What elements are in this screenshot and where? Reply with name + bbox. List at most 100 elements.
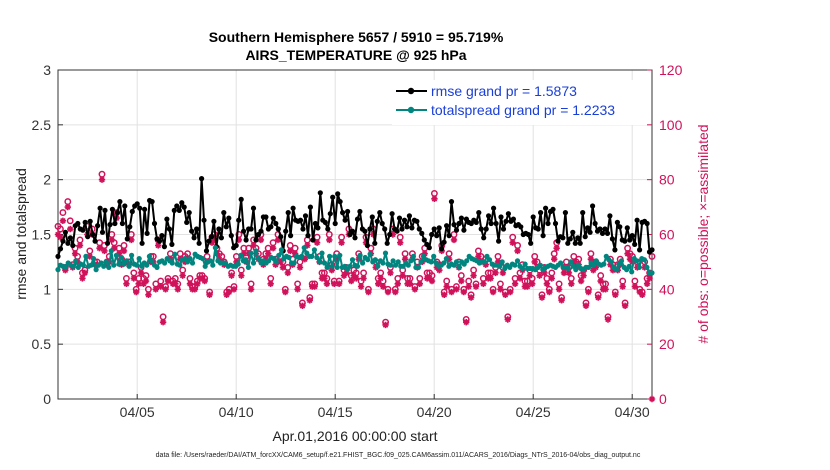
series-0-point — [530, 214, 536, 220]
series-0-point — [87, 218, 93, 224]
y-right-tick-label: 40 — [659, 281, 675, 297]
obs-possible-point — [338, 233, 346, 241]
obs-assimilated-point — [475, 253, 482, 260]
obs-possible-point — [66, 217, 74, 225]
series-0-point — [570, 229, 576, 235]
obs-assimilated-point — [436, 266, 443, 274]
series-0-point — [545, 220, 551, 227]
y-axis-left-label: rmse and totalspread — [13, 168, 29, 300]
obs-possible-point — [98, 170, 106, 178]
series-1-point — [365, 257, 371, 263]
obs-assimilated-point — [448, 288, 455, 296]
y-right-tick-label: 120 — [659, 62, 683, 78]
series-0-point — [90, 231, 96, 238]
series-0-point — [518, 224, 524, 230]
series-0-point — [602, 226, 608, 232]
obs-assimilated-point — [235, 236, 243, 244]
obs-assimilated-point — [450, 236, 458, 244]
series-0-point — [92, 238, 98, 244]
series-0-point — [104, 240, 111, 246]
series-0-point — [273, 220, 279, 227]
obs-assimilated-point — [208, 239, 216, 246]
series-0-point — [263, 214, 269, 220]
series-0-point — [253, 237, 259, 243]
obs-assimilated-point — [553, 245, 560, 252]
x-tick-label: 04/20 — [417, 404, 452, 420]
series-0-point — [325, 226, 331, 232]
obs-assimilated-point — [142, 277, 150, 285]
series-0-point — [99, 229, 106, 235]
obs-assimilated-point — [76, 242, 84, 249]
obs-assimilated-point — [279, 264, 287, 271]
obs-assimilated-point — [397, 239, 404, 246]
obs-possible-point — [294, 280, 302, 288]
series-0-point — [82, 219, 88, 225]
y-left-tick-label: 0.5 — [32, 336, 52, 352]
series-0-point — [434, 233, 440, 239]
obs-assimilated-point — [101, 247, 108, 255]
obs-possible-point — [648, 252, 656, 260]
series-1-point — [608, 259, 615, 265]
series-0-point — [612, 247, 618, 253]
series-0-point — [592, 220, 598, 227]
series-0-point — [169, 241, 175, 247]
series-0-point — [614, 219, 621, 225]
obs-assimilated-point — [375, 280, 382, 288]
series-0-point — [419, 230, 425, 236]
series-1-point — [332, 253, 338, 259]
obs-assimilated-point — [135, 280, 142, 288]
series-1-point — [395, 259, 401, 265]
obs-assimilated-point — [360, 275, 367, 282]
series-1-point — [441, 260, 447, 266]
x-tick-label: 04/10 — [219, 404, 254, 420]
series-1-point — [319, 250, 325, 256]
series-1-point — [238, 252, 244, 258]
series-1-point — [334, 264, 340, 270]
series-0-point — [55, 253, 61, 259]
obs-assimilated-point — [274, 236, 282, 244]
obs-assimilated-point — [445, 255, 453, 263]
obs-assimilated-point — [311, 283, 318, 290]
obs-assimilated-point — [526, 272, 533, 279]
obs-possible-point — [59, 209, 67, 217]
obs-assimilated-point — [186, 280, 194, 288]
y-right-tick-label: 20 — [659, 336, 675, 352]
series-1-point — [80, 262, 86, 268]
series-0-point — [604, 230, 611, 236]
obs-assimilated-point — [453, 286, 460, 293]
series-0-point — [332, 220, 338, 227]
series-0-point — [476, 210, 482, 216]
obs-assimilated-point — [304, 242, 311, 249]
series-1-point — [357, 252, 363, 258]
series-1-point — [278, 247, 284, 253]
series-0-point — [250, 205, 257, 211]
obs-assimilated-point — [262, 255, 269, 263]
obs-assimilated-point — [299, 302, 306, 309]
series-0-point — [226, 215, 232, 221]
obs-possible-point — [509, 233, 517, 241]
series-1-point — [55, 267, 61, 273]
obs-assimilated-point — [98, 176, 106, 183]
series-lines — [55, 176, 655, 276]
obs-assimilated-point — [152, 286, 159, 293]
obs-possible-point — [396, 233, 404, 241]
series-1-point — [245, 264, 251, 270]
legend-box — [392, 80, 647, 125]
x-tick-label: 04/30 — [615, 404, 650, 420]
obs-assimilated-point — [353, 275, 360, 282]
obs-possible-point — [122, 274, 130, 282]
obs-possible-point — [401, 250, 409, 258]
series-0-point — [590, 203, 596, 209]
series-0-point — [396, 215, 403, 221]
obs-assimilated-point — [331, 280, 338, 288]
obs-assimilated-point — [321, 275, 328, 282]
obs-assimilated-point — [499, 269, 507, 277]
obs-assimilated-point — [238, 272, 245, 279]
series-0-point — [199, 176, 205, 182]
legend-rmse-label: rmse grand pr = 1.5873 — [431, 83, 577, 99]
series-1-point — [243, 257, 249, 263]
obs-possible-point — [269, 239, 277, 247]
series-0-point — [189, 228, 195, 234]
series-1-point — [321, 260, 328, 266]
series-0-point — [196, 240, 202, 246]
